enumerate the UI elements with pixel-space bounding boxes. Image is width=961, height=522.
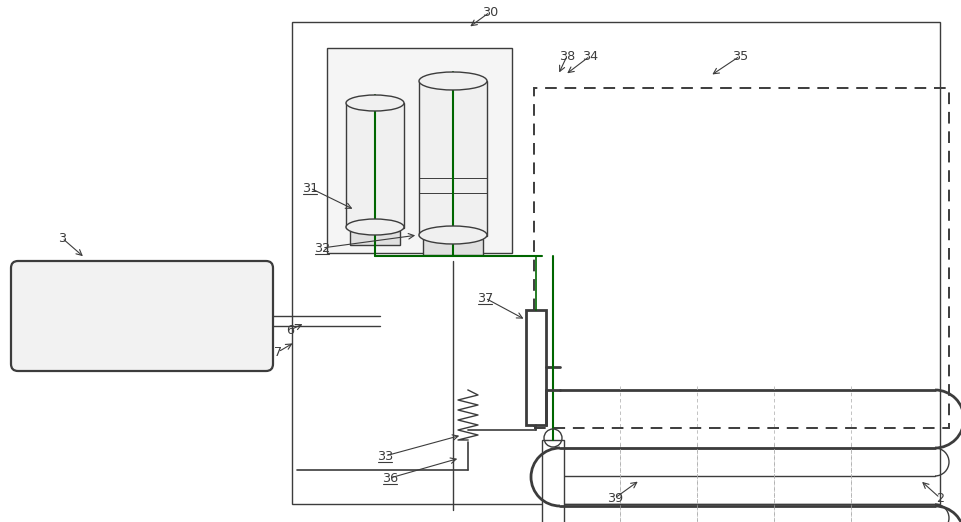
- Text: 6: 6: [286, 324, 294, 337]
- Bar: [542, 440, 564, 522]
- Bar: [526, 310, 546, 425]
- Bar: [350, 231, 400, 245]
- FancyBboxPatch shape: [11, 261, 273, 371]
- Ellipse shape: [419, 226, 487, 244]
- Bar: [292, 22, 940, 504]
- Text: 30: 30: [481, 6, 498, 18]
- Text: 34: 34: [582, 50, 598, 63]
- Bar: [534, 88, 949, 428]
- Text: 37: 37: [477, 291, 493, 304]
- Text: 2: 2: [936, 492, 944, 504]
- Bar: [222, 297, 252, 343]
- Bar: [423, 239, 483, 255]
- Text: 3: 3: [58, 231, 66, 244]
- Text: 36: 36: [382, 471, 398, 484]
- Ellipse shape: [346, 95, 404, 111]
- Text: 7: 7: [274, 346, 283, 359]
- Text: 35: 35: [732, 50, 748, 63]
- Text: 33: 33: [377, 449, 393, 462]
- Text: 32: 32: [314, 242, 330, 255]
- Text: 31: 31: [302, 182, 318, 195]
- Ellipse shape: [419, 72, 487, 90]
- Bar: [327, 48, 512, 253]
- Bar: [346, 103, 404, 228]
- Text: 38: 38: [559, 50, 575, 63]
- Text: 39: 39: [607, 492, 623, 504]
- Bar: [419, 81, 487, 236]
- Bar: [32, 293, 217, 348]
- Bar: [32, 275, 217, 290]
- Ellipse shape: [346, 219, 404, 235]
